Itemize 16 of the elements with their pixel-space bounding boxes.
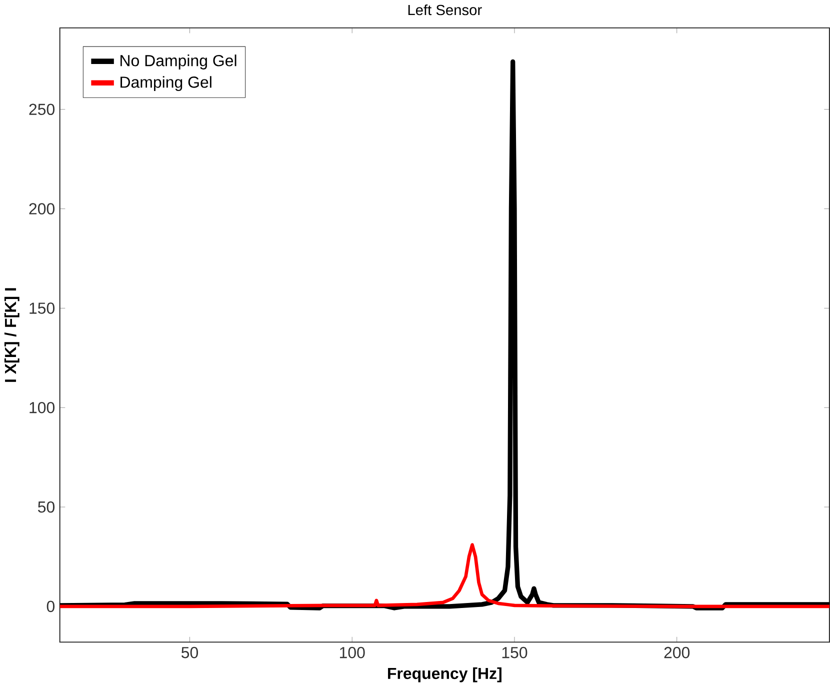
legend-label: No Damping Gel <box>120 54 236 70</box>
y-tick-label: 200 <box>29 203 55 215</box>
y-tick-label: 50 <box>38 502 55 513</box>
y-tick-label: 250 <box>29 104 55 116</box>
y-tick-label: 100 <box>30 402 55 414</box>
x-tick-label: 200 <box>664 647 690 658</box>
legend-label: Damping Gel <box>120 76 212 92</box>
y-tick-label: 150 <box>30 302 55 314</box>
x-tick-label: 150 <box>502 647 528 658</box>
line-series <box>60 543 830 608</box>
y-axis-title: I X[K] / F[K] I <box>4 288 20 382</box>
chart-title: Left Sensor <box>408 4 482 16</box>
y-tick-label: 0 <box>46 600 55 612</box>
x-tick-label: 100 <box>340 647 365 658</box>
x-axis-title: Frequency [Hz] <box>388 668 502 682</box>
x-tick-label: 50 <box>181 647 198 658</box>
